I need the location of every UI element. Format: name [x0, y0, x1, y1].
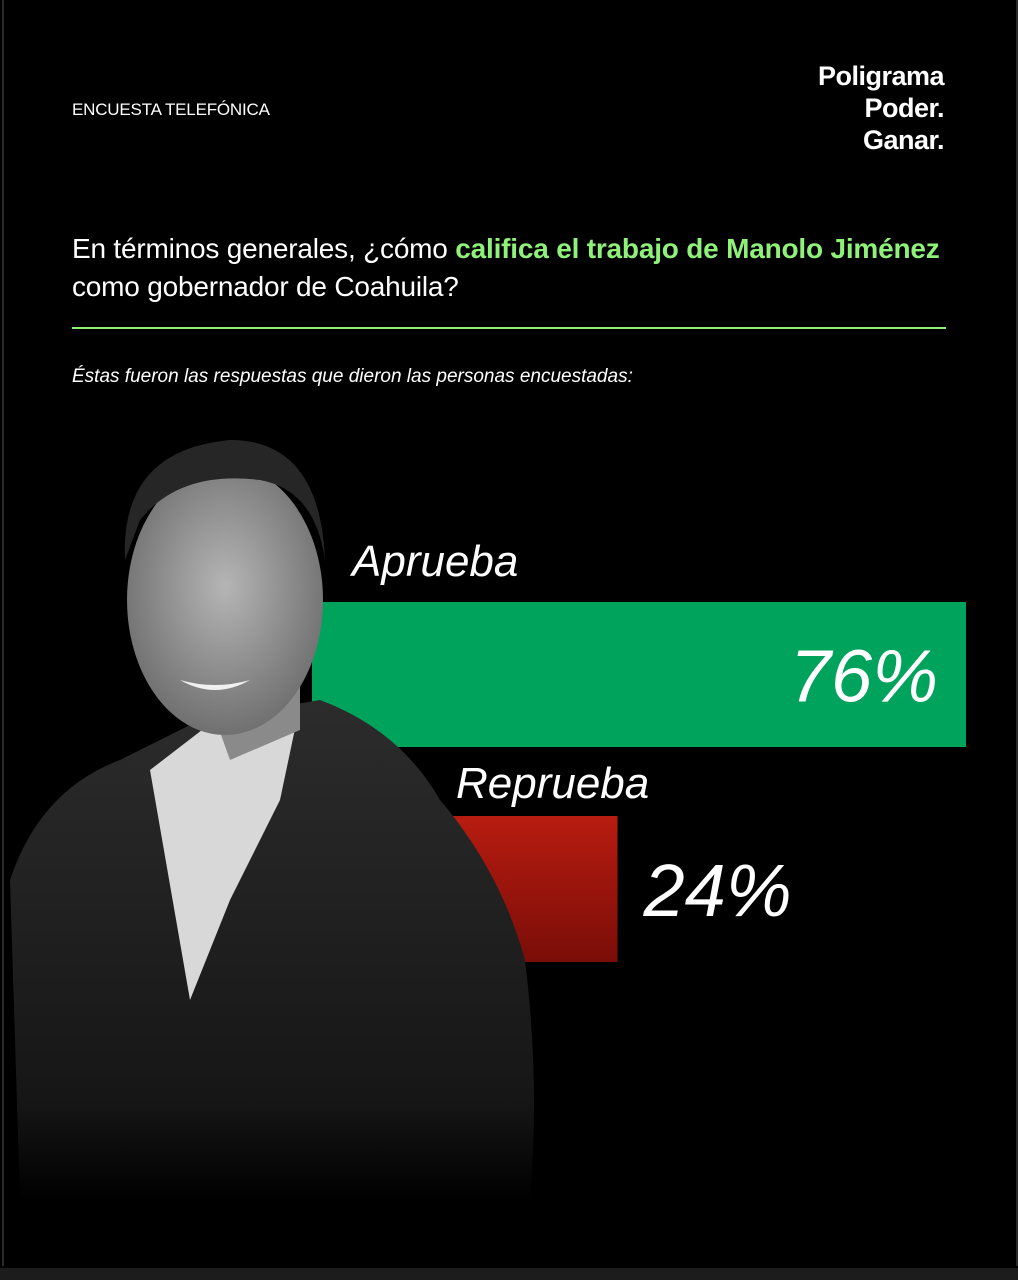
smile — [180, 680, 250, 690]
question-part-1: En términos generales, ¿cómo — [72, 233, 456, 264]
category-label: Reprueba — [456, 759, 649, 808]
governor-photo — [10, 440, 534, 1200]
question-part-2: como gobernador de Coahuila? — [72, 271, 459, 302]
suit — [10, 700, 534, 1200]
brand-line-1: Poligrama — [817, 61, 945, 91]
brand-line-3: Ganar. — [862, 125, 945, 155]
survey-type-label: ENCUESTA TELEFÓNICA — [72, 100, 270, 119]
data-label: 24% — [643, 849, 792, 932]
bottom-strip — [0, 1268, 1018, 1280]
subtitle: Éstas fueron las respuestas que dieron l… — [72, 366, 633, 387]
question-highlight: califica el trabajo de Manolo Jiménez — [455, 233, 940, 264]
brand-logo: Poligrama Poder. Ganar. — [817, 60, 945, 156]
category-label: Aprueba — [349, 537, 518, 586]
shirt — [150, 705, 300, 1000]
brand-line-2: Poder. — [864, 93, 944, 123]
divider — [72, 327, 946, 329]
bar-aprueba — [312, 602, 966, 747]
data-label: 76% — [790, 635, 938, 718]
hair — [124, 440, 325, 560]
survey-question: En términos generales, ¿cómo califica el… — [72, 230, 952, 306]
face — [127, 465, 323, 735]
